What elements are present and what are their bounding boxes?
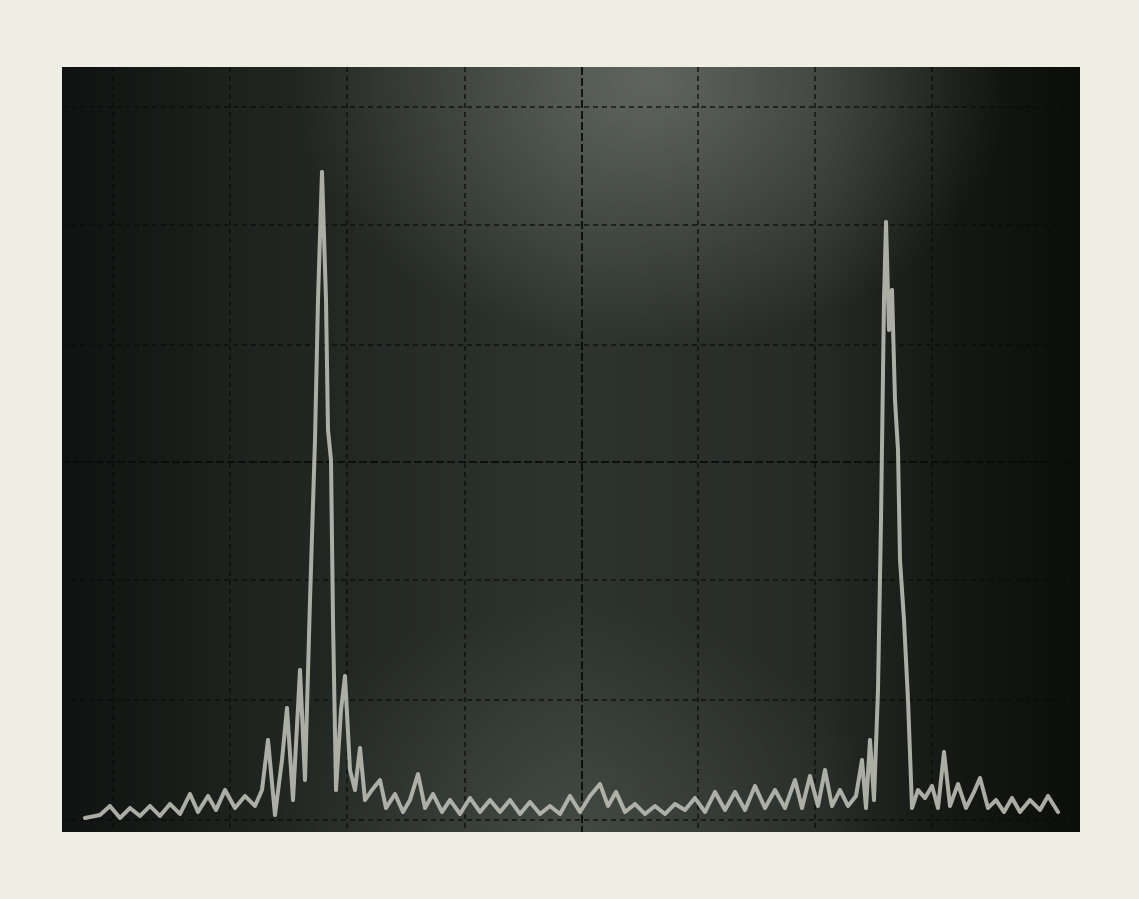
screen-glow — [62, 67, 1080, 832]
photo — [0, 0, 1139, 899]
page — [0, 0, 1139, 899]
